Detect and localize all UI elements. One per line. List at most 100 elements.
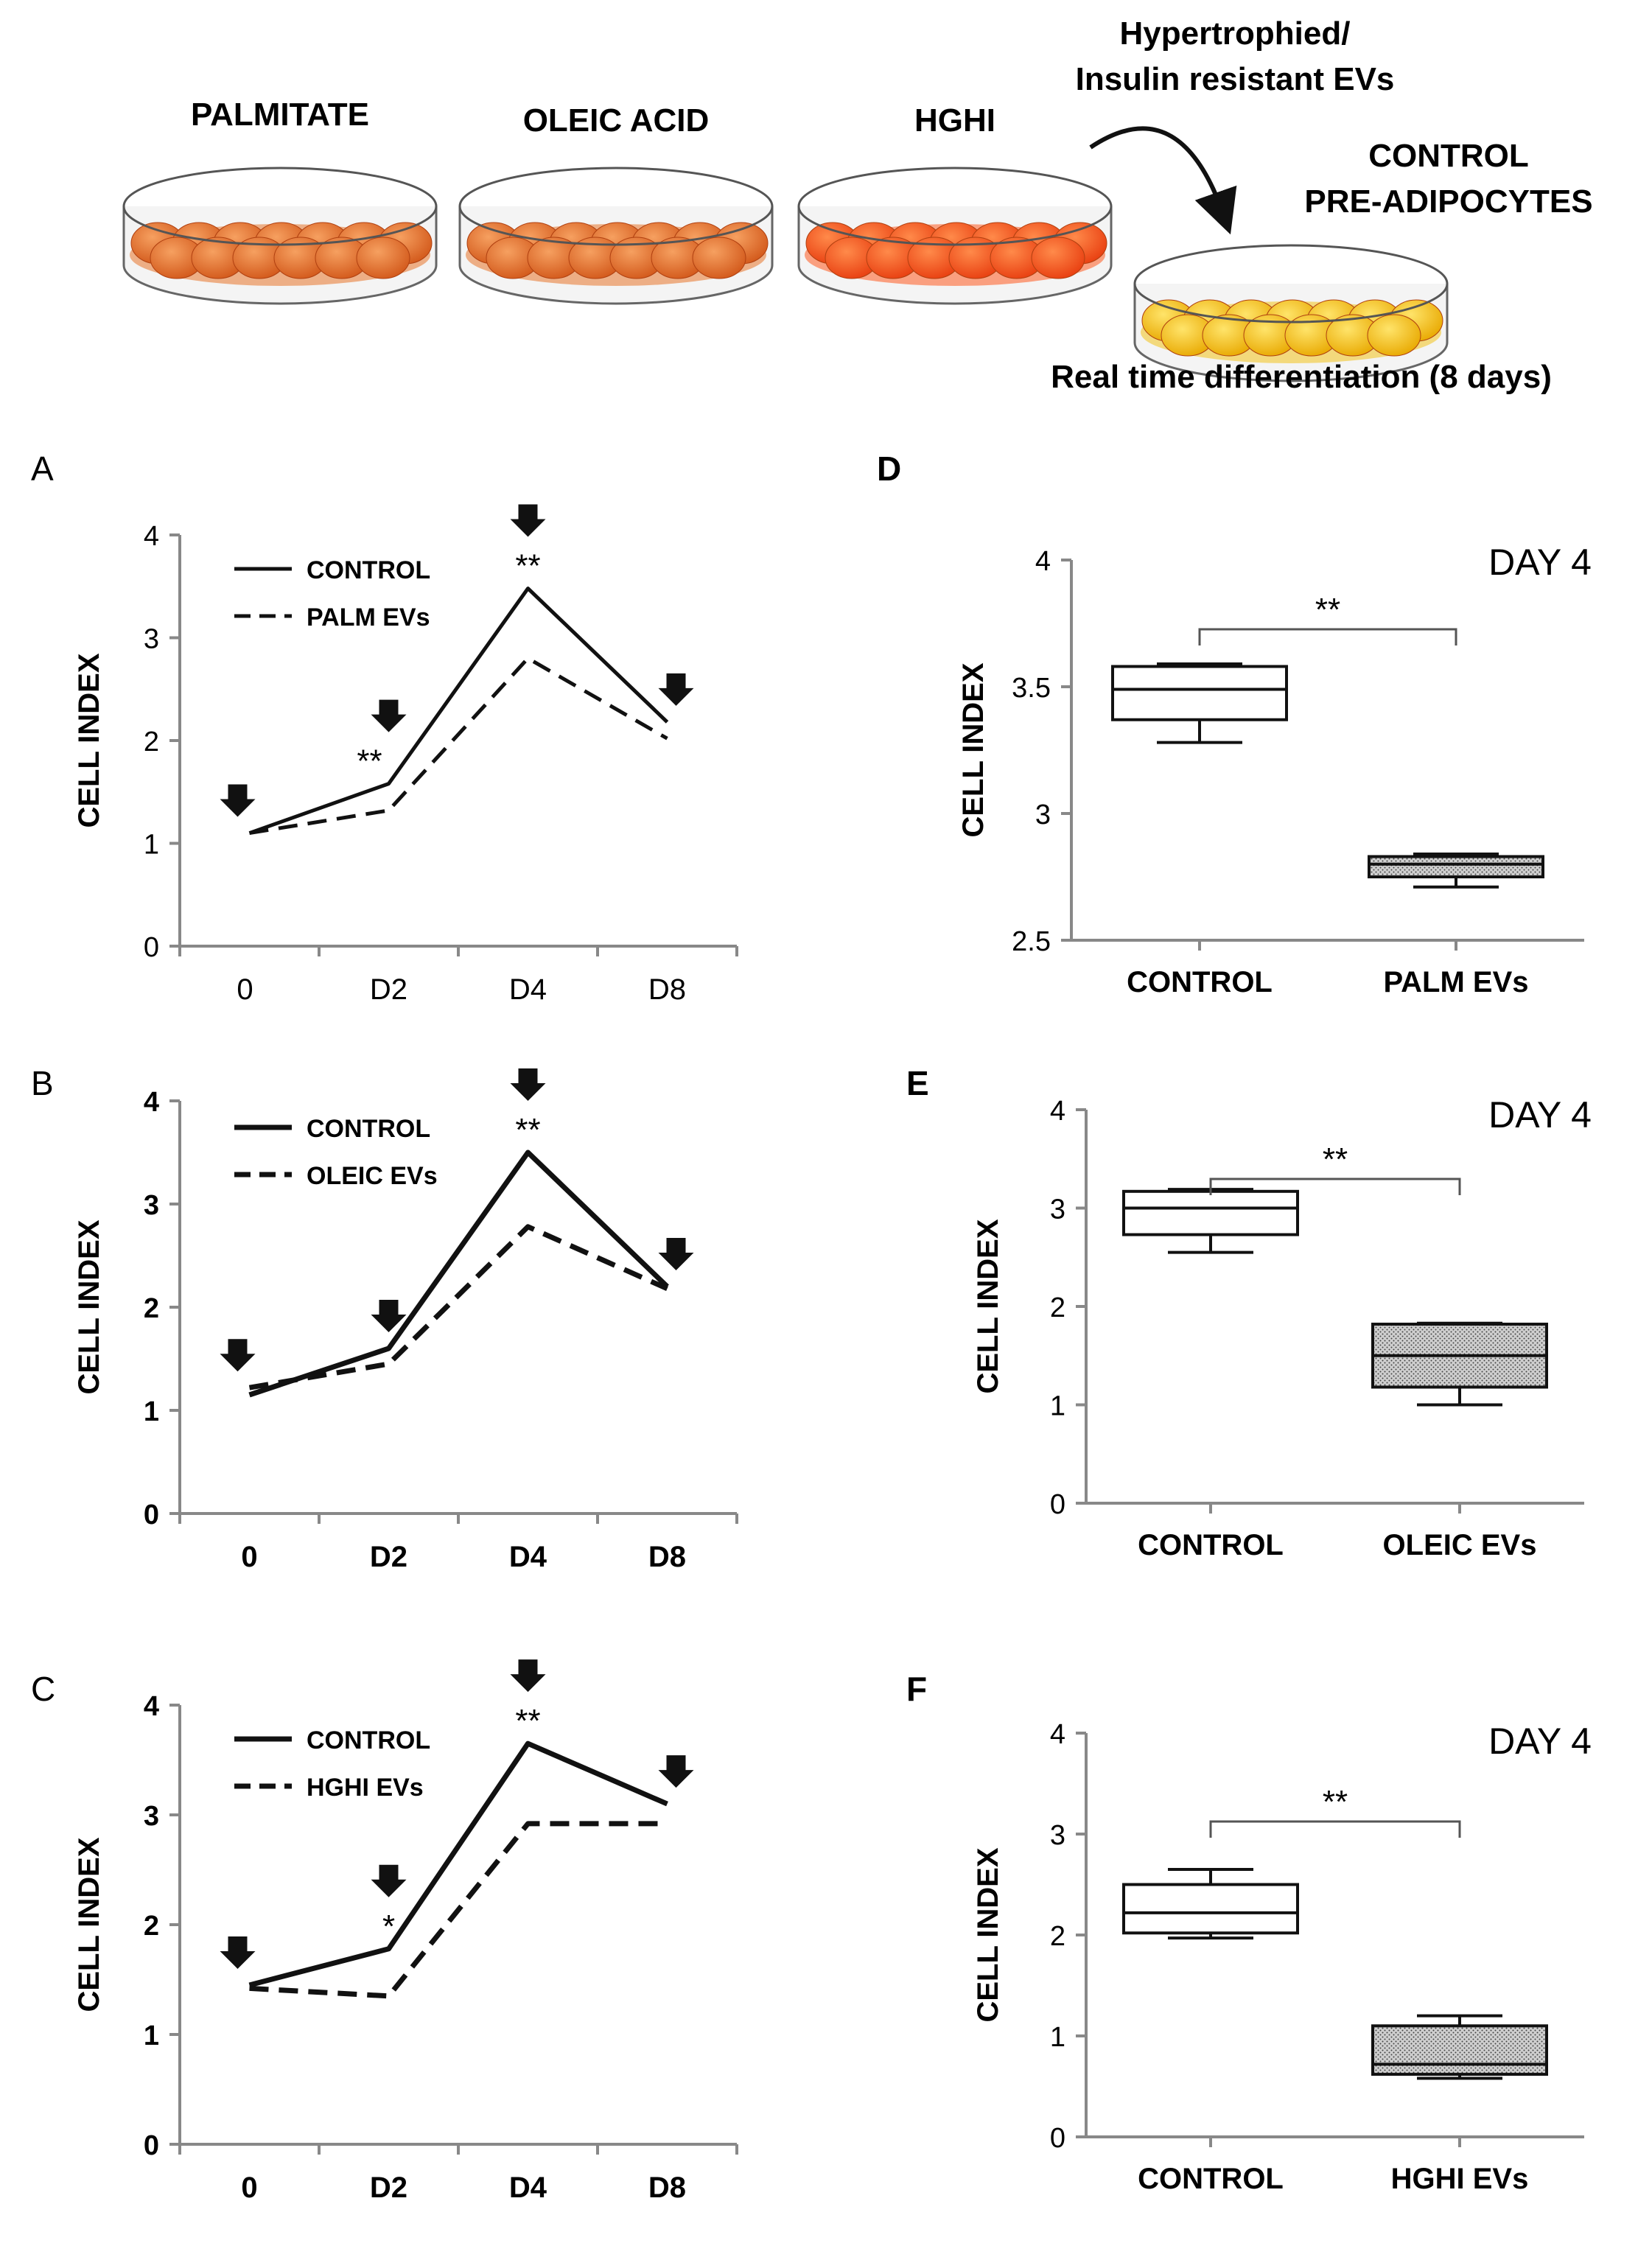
significance-marker: **	[515, 1112, 540, 1148]
significance-marker: **	[357, 743, 382, 780]
dish-label-palmitate: PALMITATE	[191, 97, 369, 133]
y-tick-label: 4	[144, 1087, 159, 1118]
cell	[1031, 237, 1085, 279]
x-tick-label: CONTROL	[1138, 1529, 1284, 1561]
x-tick-label: PALM EVs	[1383, 966, 1528, 998]
y-axis-label: CELL INDEX	[73, 1837, 105, 2012]
significance-marker: **	[1315, 592, 1340, 628]
dish-rim	[458, 167, 774, 246]
x-tick-label: D4	[509, 1541, 547, 1573]
y-tick-label: 0	[1050, 1489, 1065, 1520]
arrow-down-icon	[658, 1238, 694, 1270]
legend-label: CONTROL	[307, 1115, 430, 1143]
arrow-down-icon	[371, 699, 407, 732]
arrow-down-icon	[510, 1659, 546, 1693]
significance-bracket	[1209, 1820, 1461, 1838]
box	[1368, 855, 1544, 878]
dish-rim	[122, 167, 438, 246]
y-tick-label: 4	[144, 521, 159, 552]
legend-label: CONTROL	[307, 1726, 430, 1754]
series-line-control	[248, 1740, 668, 1988]
y-tick-label: 0	[144, 1500, 159, 1530]
x-tick-label: 0	[241, 2172, 257, 2204]
chart-panel-a: 0 1 2 3 4 0 D2 D4 D8 CELL INDEX CONTROL PALM EVs ** *…	[73, 504, 738, 1006]
panel-letter-f: F	[906, 1670, 927, 1708]
y-tick-label: 1	[1050, 1391, 1065, 1422]
x-tick-label: D8	[648, 973, 686, 1006]
petri-dish-hghi	[797, 167, 1113, 305]
x-tick-label: OLEIC EVs	[1383, 1529, 1537, 1561]
petri-dish-oleic	[458, 167, 774, 305]
y-tick-label: 1	[144, 830, 159, 861]
x-tick-label: 0	[241, 1541, 257, 1573]
series-line-palm-evs	[249, 656, 668, 836]
x-tick-label: HGHI EVs	[1391, 2163, 1529, 2195]
series-line-hghi-evs	[249, 1821, 668, 1999]
series-line-control	[248, 587, 669, 835]
y-tick-label: 3	[144, 1190, 159, 1221]
x-tick-label: D8	[648, 1541, 686, 1573]
panel-letter-e: E	[906, 1064, 929, 1102]
significance-marker: *	[382, 1908, 395, 1945]
legend-label: OLEIC EVs	[307, 1162, 438, 1190]
chart-panel-d: 2.5 3 3.5 4 CONTROL PALM EVs CELL INDEX DAY 4 **	[957, 542, 1592, 998]
arrow-down-icon	[658, 673, 694, 706]
y-axis-label: CELL INDEX	[73, 653, 105, 827]
significance-marker: **	[515, 548, 540, 584]
chart-title: DAY 4	[1488, 542, 1592, 583]
arrow-down-icon	[220, 1339, 256, 1372]
y-tick-label: 2.5	[1012, 926, 1051, 957]
cell	[356, 237, 410, 279]
y-tick-label: 0	[144, 932, 159, 963]
cell	[1367, 314, 1421, 357]
arrow-label-line1: Hypertrophied/	[1120, 15, 1351, 52]
arrow-label-line2: Insulin resistant EVs	[1076, 61, 1395, 97]
significance-marker: **	[515, 1703, 540, 1739]
schematic-footer: Real time differentiation (8 days)	[1051, 359, 1552, 395]
legend-label: PALM EVs	[307, 603, 430, 631]
arrow-down-icon	[220, 1936, 256, 1969]
y-axis-label: CELL INDEX	[972, 1219, 1004, 1393]
arrow-down-icon	[510, 1068, 546, 1101]
petri-dishes	[122, 167, 1449, 382]
y-tick-label: 3	[144, 624, 159, 655]
legend-label: HGHI EVs	[307, 1774, 424, 1802]
y-tick-label: 1	[144, 1396, 159, 1427]
box	[1122, 1883, 1299, 1935]
chart-panel-e: 0 1 2 3 4 CONTROL OLEIC EVs CELL INDEX DAY 4 **	[972, 1094, 1592, 1561]
dish-label-hghi: HGHI	[914, 102, 995, 139]
y-tick-label: 3	[1035, 799, 1051, 830]
y-tick-label: 2	[144, 1293, 159, 1324]
y-tick-label: 4	[1035, 546, 1051, 577]
x-tick-label: D2	[370, 1541, 407, 1573]
y-tick-label: 2	[144, 1911, 159, 1942]
dish-label-oleic: OLEIC ACID	[523, 102, 710, 139]
box	[1111, 665, 1288, 721]
y-tick-label: 3	[144, 1801, 159, 1832]
chart-title: DAY 4	[1488, 1094, 1592, 1136]
y-tick-label: 0	[1050, 2123, 1065, 2154]
legend-label: CONTROL	[307, 556, 430, 584]
y-tick-label: 4	[1050, 1096, 1065, 1127]
x-tick-label: CONTROL	[1138, 2163, 1284, 2195]
series-line-control	[248, 1150, 669, 1398]
panel-letter-c: C	[31, 1670, 55, 1708]
y-tick-label: 2	[144, 727, 159, 757]
petri-dish-control	[1133, 244, 1449, 382]
dish-rim	[1133, 244, 1449, 323]
series-line-oleic-evs	[248, 1224, 668, 1390]
y-tick-label: 4	[1050, 1719, 1065, 1750]
chart-title: DAY 4	[1488, 1721, 1592, 1762]
arrow-down-icon	[658, 1755, 694, 1788]
significance-bracket	[1198, 628, 1457, 645]
y-tick-label: 3.5	[1012, 673, 1051, 704]
y-tick-label: 4	[144, 1691, 159, 1722]
box	[1371, 2024, 1548, 2076]
y-axis-label: CELL INDEX	[73, 1220, 105, 1394]
transfer-arrow-icon	[1089, 126, 1237, 235]
x-tick-label: D4	[509, 973, 547, 1006]
y-axis-label: CELL INDEX	[957, 662, 990, 837]
arrow-down-icon	[220, 784, 256, 817]
